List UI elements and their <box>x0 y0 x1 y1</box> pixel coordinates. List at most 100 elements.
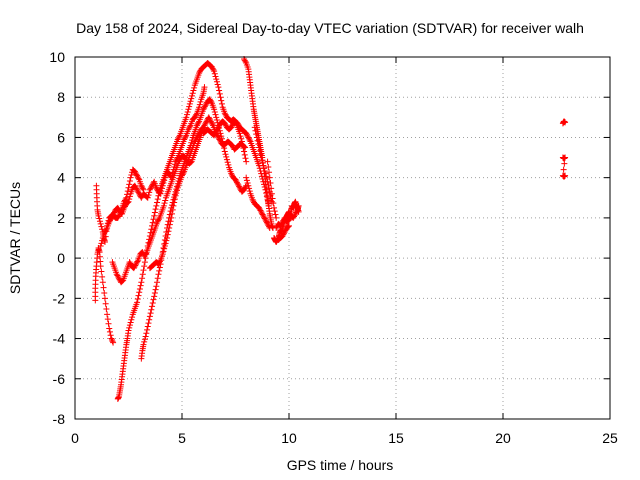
data-point <box>290 213 297 220</box>
data-point <box>237 133 244 140</box>
data-point <box>122 196 129 203</box>
data-point <box>148 184 155 191</box>
data-point <box>256 206 263 213</box>
data-point <box>134 188 141 195</box>
data-point <box>207 97 214 104</box>
data-point <box>106 217 113 224</box>
data-point <box>156 259 163 266</box>
data-point <box>259 211 266 218</box>
data-point <box>281 214 288 221</box>
data-point <box>100 284 107 291</box>
data-point <box>285 223 292 230</box>
data-point <box>260 212 267 219</box>
data-point <box>242 144 249 151</box>
data-point <box>270 200 277 207</box>
data-point <box>197 98 204 105</box>
data-point <box>113 271 120 278</box>
data-point <box>126 324 133 331</box>
data-point <box>131 168 138 175</box>
data-point <box>131 182 138 189</box>
data-point <box>142 251 149 258</box>
data-point <box>134 299 141 306</box>
data-point <box>291 212 298 219</box>
data-point <box>193 134 200 141</box>
data-point <box>293 208 300 215</box>
data-point <box>125 327 132 334</box>
data-point <box>126 259 133 266</box>
data-point <box>250 198 257 205</box>
data-point <box>132 169 139 176</box>
data-point <box>562 119 569 126</box>
data-point <box>144 194 151 201</box>
data-point <box>258 210 265 217</box>
data-point <box>147 185 154 192</box>
data-point <box>233 179 240 186</box>
data-point <box>188 92 195 99</box>
data-point <box>138 194 145 201</box>
data-point <box>161 243 168 250</box>
data-point <box>121 198 128 205</box>
data-point <box>156 187 163 194</box>
data-point <box>188 95 195 102</box>
data-point <box>223 153 230 160</box>
data-point <box>134 296 141 303</box>
data-point <box>132 184 139 191</box>
data-point <box>169 210 176 217</box>
data-point <box>206 96 213 103</box>
data-point <box>183 111 190 118</box>
data-point <box>154 186 161 193</box>
data-point <box>156 267 163 274</box>
data-point <box>151 293 158 300</box>
data-point <box>102 227 109 234</box>
data-point <box>166 221 173 228</box>
data-point <box>176 133 183 140</box>
data-point <box>164 231 171 238</box>
data-point <box>216 123 223 130</box>
data-point <box>154 199 161 206</box>
data-point <box>174 136 181 143</box>
y-tick-label: 6 <box>57 129 65 145</box>
data-point <box>290 214 297 221</box>
data-point <box>217 137 224 144</box>
data-point <box>263 218 270 225</box>
data-point <box>170 202 177 209</box>
data-point <box>129 314 136 321</box>
data-point <box>119 277 126 284</box>
data-point <box>213 127 220 134</box>
data-point <box>215 133 222 140</box>
data-point <box>146 189 153 196</box>
data-point <box>151 289 158 296</box>
data-point <box>114 214 121 221</box>
data-point <box>234 120 241 127</box>
data-point <box>146 186 153 193</box>
data-point <box>263 176 270 183</box>
data-point <box>256 147 263 154</box>
data-point <box>151 212 158 219</box>
data-point <box>108 336 115 343</box>
data-point <box>208 64 215 71</box>
data-point <box>224 159 231 166</box>
data-point <box>176 157 183 164</box>
data-point <box>181 135 188 142</box>
data-point <box>97 263 104 270</box>
data-point <box>114 272 121 279</box>
data-point <box>133 171 140 178</box>
data-point <box>96 218 103 225</box>
data-point <box>132 261 139 268</box>
data-point <box>135 292 142 299</box>
data-point <box>98 223 105 230</box>
data-point <box>244 180 251 187</box>
data-point <box>213 78 220 85</box>
data-point <box>221 120 228 127</box>
data-point <box>286 216 292 223</box>
data-point <box>181 136 188 143</box>
data-point <box>262 216 269 223</box>
data-point <box>260 162 267 169</box>
data-point <box>154 279 161 286</box>
data-point <box>261 167 268 174</box>
data-point <box>108 335 115 342</box>
data-point <box>262 170 269 177</box>
data-point <box>263 219 270 226</box>
data-point <box>202 119 209 126</box>
data-point <box>97 220 104 227</box>
